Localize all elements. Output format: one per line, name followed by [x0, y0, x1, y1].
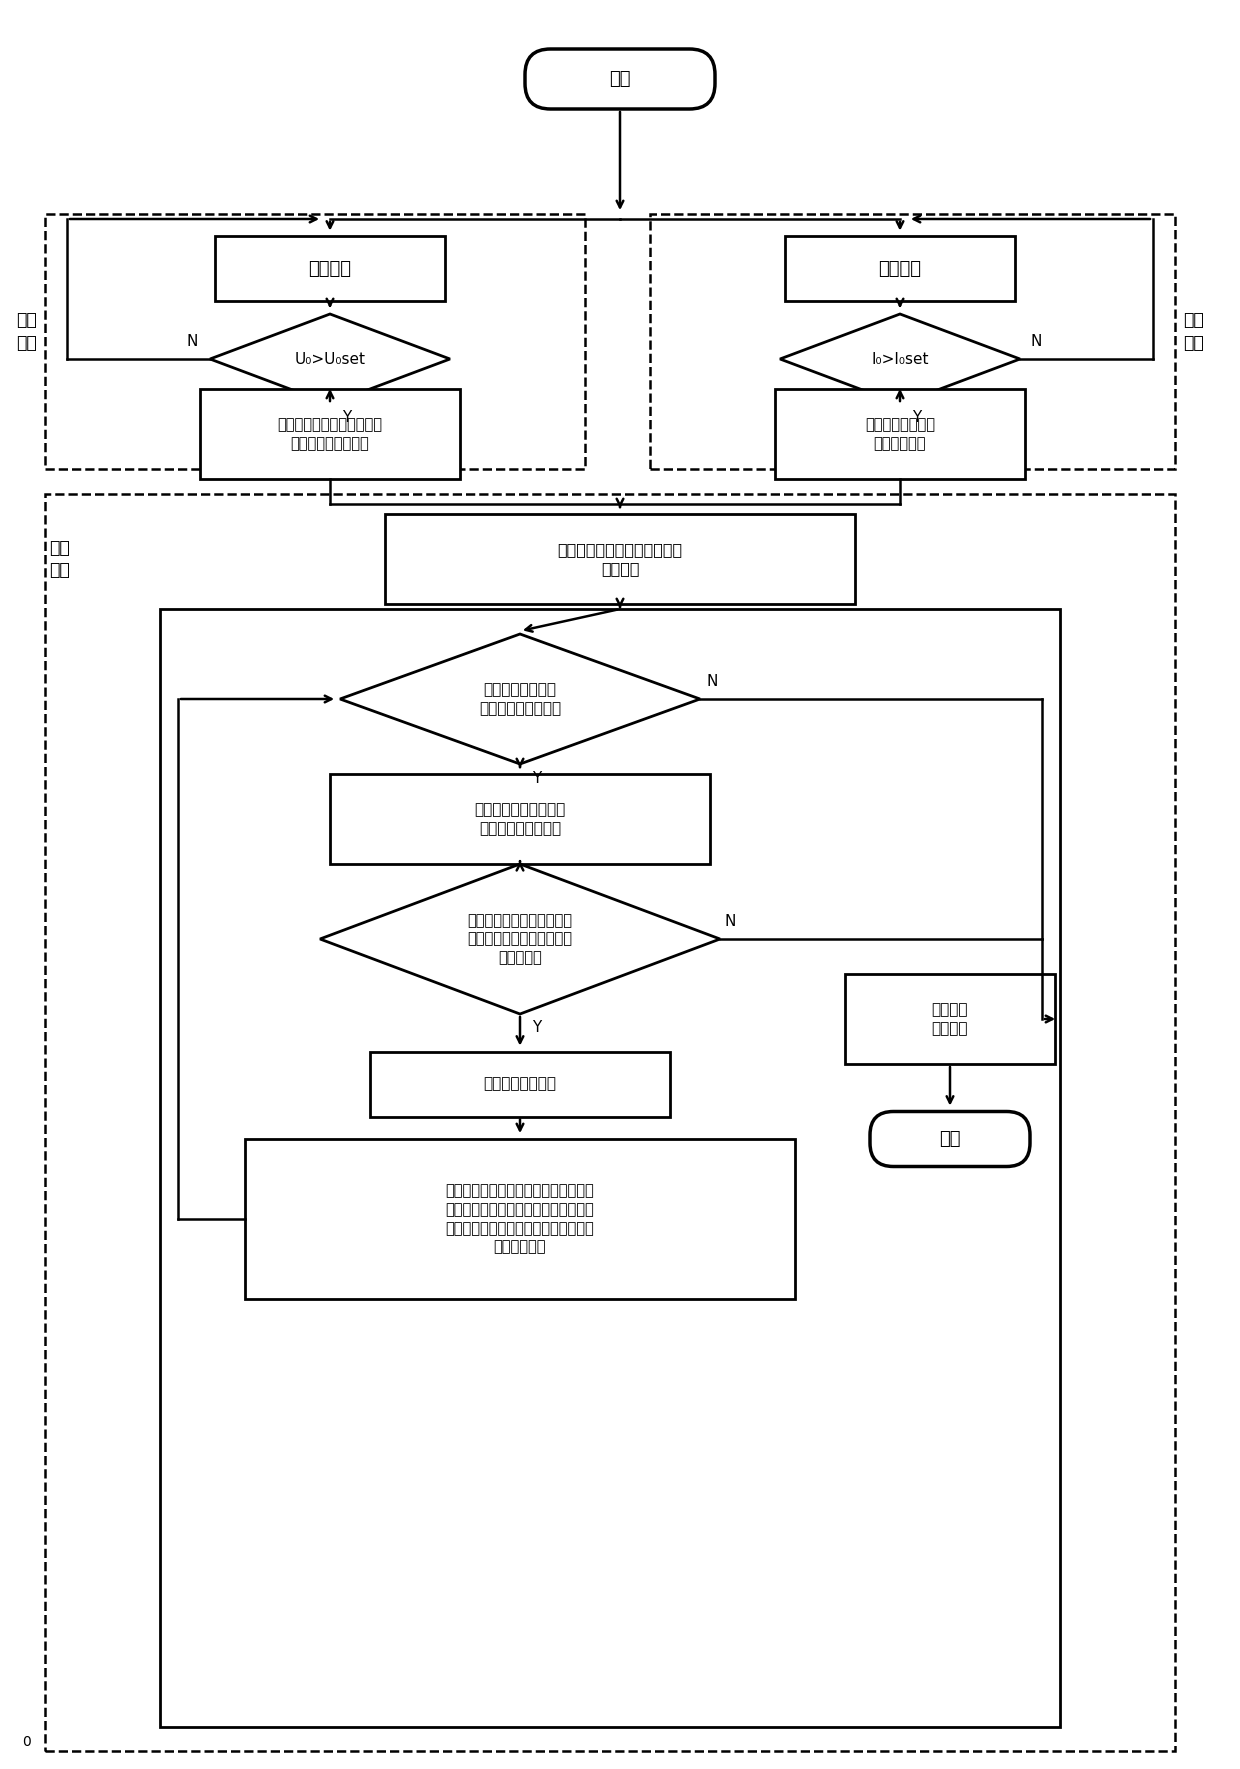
Bar	[45, 494, 1176, 1751]
Bar	[160, 609, 1060, 1727]
Bar	[785, 237, 1016, 301]
Text: 与上游检测点相关系数大于设定门槛值
的所有下游检测点中，选择暂态零序电
流幅值最大的检测点下游相邻区段为下
一个待定区段: 与上游检测点相关系数大于设定门槛值 的所有下游检测点中，选择暂态零序电 流幅值最…	[445, 1183, 594, 1254]
Text: 在线采集: 在线采集	[878, 260, 921, 278]
Polygon shape	[210, 315, 450, 403]
Bar	[650, 214, 1176, 469]
FancyBboxPatch shape	[870, 1111, 1030, 1166]
Text: 各监测点零序电流
波形上报主站: 各监测点零序电流 波形上报主站	[866, 417, 935, 451]
Polygon shape	[320, 863, 720, 1014]
Bar	[200, 389, 460, 479]
Bar	[370, 1051, 670, 1116]
Text: 选择故障线路出口首个区段为
待定区段: 选择故障线路出口首个区段为 待定区段	[558, 543, 682, 575]
Text: N: N	[724, 913, 735, 929]
Text: 选线
装置: 选线 装置	[16, 311, 37, 352]
Bar	[844, 975, 1055, 1063]
Text: Y: Y	[532, 1021, 541, 1035]
Text: 馈线
终端: 馈线 终端	[1183, 311, 1204, 352]
Text: 定位
主站: 定位 主站	[50, 540, 69, 578]
Text: 0: 0	[22, 1735, 31, 1750]
Text: 在线采集: 在线采集	[309, 260, 351, 278]
Bar	[215, 237, 445, 301]
Text: 待定区段存在一个
（或以上）下游区段: 待定区段存在一个 （或以上）下游区段	[479, 683, 560, 716]
Text: 依次计算待定区段上下
游零序电流相关系数: 依次计算待定区段上下 游零序电流相关系数	[475, 801, 565, 835]
Bar	[330, 775, 711, 863]
Polygon shape	[780, 315, 1021, 403]
Text: 该区段为健全区段: 该区段为健全区段	[484, 1077, 557, 1091]
Text: Y: Y	[911, 410, 921, 426]
Text: 故障选线，并将各监测点零
序电流波形上报主站: 故障选线，并将各监测点零 序电流波形上报主站	[278, 417, 382, 451]
Text: Y: Y	[342, 410, 351, 426]
Text: I₀>I₀set: I₀>I₀set	[872, 352, 929, 366]
Text: N: N	[707, 674, 718, 688]
Bar	[45, 214, 585, 469]
Text: 该区段至少存在一个下游监
测点与上游监测点相关系数
大于门槛值: 该区段至少存在一个下游监 测点与上游监测点相关系数 大于门槛值	[467, 913, 573, 966]
Polygon shape	[340, 633, 701, 764]
Text: N: N	[1030, 334, 1042, 348]
Text: U₀>U₀set: U₀>U₀set	[295, 352, 366, 366]
Bar	[384, 515, 856, 603]
Bar	[775, 389, 1025, 479]
Text: N: N	[186, 334, 197, 348]
FancyBboxPatch shape	[525, 50, 715, 110]
Bar	[246, 1139, 795, 1298]
Text: 开始: 开始	[609, 71, 631, 88]
Text: Y: Y	[532, 771, 541, 785]
Text: 该区段为
故障区段: 该区段为 故障区段	[931, 1003, 968, 1037]
Text: 结束: 结束	[939, 1130, 961, 1148]
